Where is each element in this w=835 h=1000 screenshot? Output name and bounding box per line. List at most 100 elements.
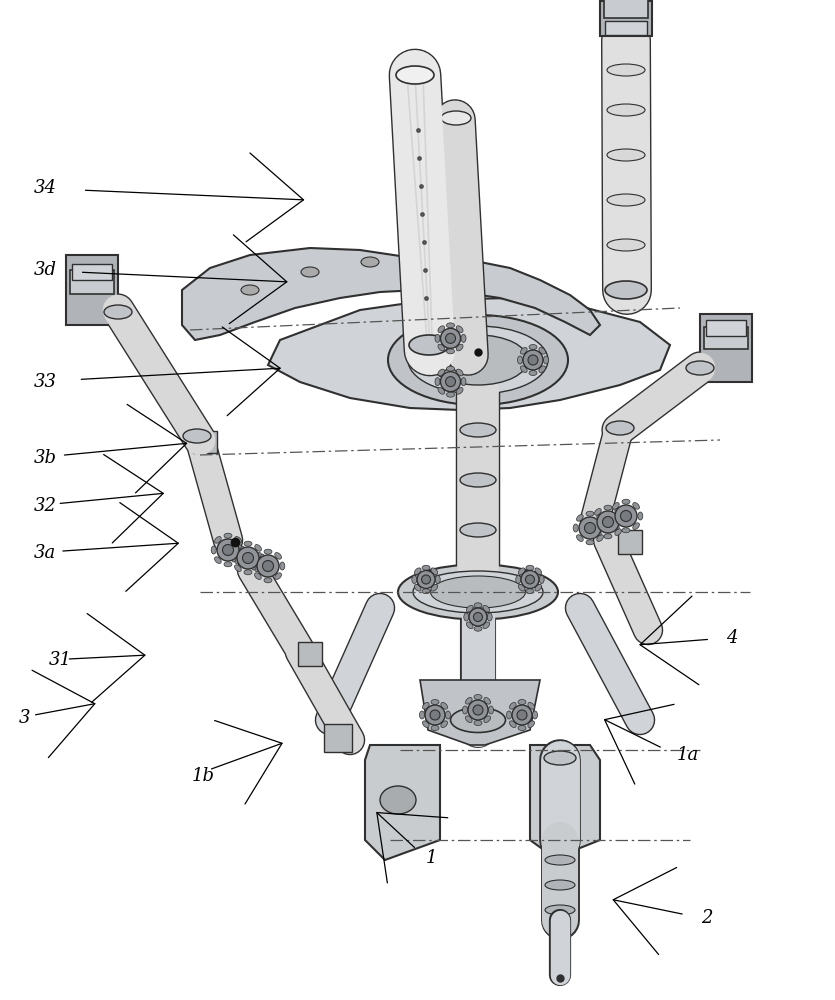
- Ellipse shape: [509, 702, 516, 709]
- Ellipse shape: [474, 626, 482, 631]
- Ellipse shape: [435, 334, 440, 342]
- Bar: [193, 431, 217, 453]
- Ellipse shape: [428, 335, 528, 385]
- Ellipse shape: [539, 366, 545, 373]
- Ellipse shape: [431, 584, 438, 591]
- FancyArrowPatch shape: [81, 327, 280, 416]
- Ellipse shape: [396, 66, 434, 84]
- Ellipse shape: [526, 589, 534, 594]
- Ellipse shape: [573, 524, 578, 532]
- Ellipse shape: [528, 702, 534, 709]
- Ellipse shape: [412, 576, 417, 584]
- Ellipse shape: [622, 528, 630, 533]
- Ellipse shape: [584, 522, 595, 534]
- Ellipse shape: [264, 549, 272, 554]
- Polygon shape: [268, 298, 670, 410]
- Ellipse shape: [222, 544, 234, 556]
- Text: 1a: 1a: [676, 746, 699, 764]
- Bar: [72, 264, 112, 280]
- Ellipse shape: [457, 344, 463, 351]
- Ellipse shape: [235, 545, 241, 551]
- Ellipse shape: [398, 564, 558, 619]
- Ellipse shape: [438, 388, 445, 394]
- Ellipse shape: [610, 512, 615, 520]
- Bar: [298, 642, 322, 666]
- Ellipse shape: [451, 708, 505, 732]
- Ellipse shape: [241, 285, 259, 295]
- Ellipse shape: [260, 554, 265, 562]
- Ellipse shape: [529, 370, 537, 375]
- Ellipse shape: [474, 694, 482, 700]
- FancyArrowPatch shape: [85, 153, 303, 242]
- FancyArrowPatch shape: [60, 455, 163, 543]
- Ellipse shape: [431, 568, 438, 575]
- Polygon shape: [365, 745, 440, 860]
- Ellipse shape: [468, 700, 488, 720]
- Ellipse shape: [613, 503, 620, 509]
- Ellipse shape: [446, 333, 456, 343]
- Ellipse shape: [488, 706, 493, 714]
- Ellipse shape: [603, 516, 614, 528]
- Ellipse shape: [422, 589, 430, 594]
- Bar: [618, 530, 642, 554]
- Text: 3: 3: [18, 709, 30, 727]
- FancyArrowPatch shape: [69, 614, 144, 702]
- Ellipse shape: [467, 622, 473, 629]
- Ellipse shape: [255, 545, 261, 551]
- Ellipse shape: [545, 855, 575, 865]
- Ellipse shape: [607, 104, 645, 116]
- Ellipse shape: [460, 423, 496, 437]
- Ellipse shape: [431, 700, 439, 704]
- Ellipse shape: [620, 518, 625, 526]
- Ellipse shape: [520, 366, 527, 373]
- Ellipse shape: [605, 281, 647, 299]
- Ellipse shape: [509, 721, 516, 728]
- Ellipse shape: [519, 568, 525, 575]
- Ellipse shape: [460, 473, 496, 487]
- Ellipse shape: [104, 305, 132, 319]
- Ellipse shape: [361, 257, 379, 267]
- Ellipse shape: [602, 524, 607, 532]
- Ellipse shape: [422, 575, 431, 584]
- Ellipse shape: [409, 335, 449, 355]
- Ellipse shape: [465, 697, 472, 704]
- Ellipse shape: [457, 369, 463, 376]
- Ellipse shape: [539, 347, 545, 354]
- Ellipse shape: [539, 576, 544, 584]
- Ellipse shape: [544, 833, 576, 847]
- Ellipse shape: [483, 697, 490, 704]
- Ellipse shape: [545, 880, 575, 890]
- Ellipse shape: [586, 540, 594, 545]
- Ellipse shape: [595, 509, 601, 515]
- Ellipse shape: [447, 349, 454, 354]
- Ellipse shape: [529, 344, 537, 350]
- Ellipse shape: [235, 537, 241, 543]
- Ellipse shape: [257, 555, 279, 577]
- Ellipse shape: [419, 711, 424, 719]
- Ellipse shape: [237, 547, 259, 569]
- Ellipse shape: [604, 534, 612, 539]
- Ellipse shape: [483, 622, 489, 629]
- Ellipse shape: [633, 523, 640, 529]
- Ellipse shape: [576, 535, 583, 541]
- Ellipse shape: [512, 705, 532, 725]
- Ellipse shape: [447, 366, 454, 371]
- Ellipse shape: [607, 149, 645, 161]
- Text: 33: 33: [33, 373, 57, 391]
- Ellipse shape: [441, 328, 460, 348]
- Ellipse shape: [431, 576, 525, 608]
- Ellipse shape: [545, 905, 575, 915]
- Ellipse shape: [528, 721, 534, 728]
- Bar: [324, 724, 352, 752]
- Ellipse shape: [467, 605, 473, 612]
- Ellipse shape: [235, 557, 241, 563]
- Ellipse shape: [438, 369, 445, 376]
- Ellipse shape: [520, 347, 527, 354]
- Ellipse shape: [423, 721, 429, 728]
- Ellipse shape: [533, 711, 538, 719]
- Ellipse shape: [597, 515, 604, 521]
- Bar: [600, 0, 652, 35]
- Ellipse shape: [622, 499, 630, 504]
- Ellipse shape: [438, 326, 445, 332]
- Ellipse shape: [417, 570, 435, 588]
